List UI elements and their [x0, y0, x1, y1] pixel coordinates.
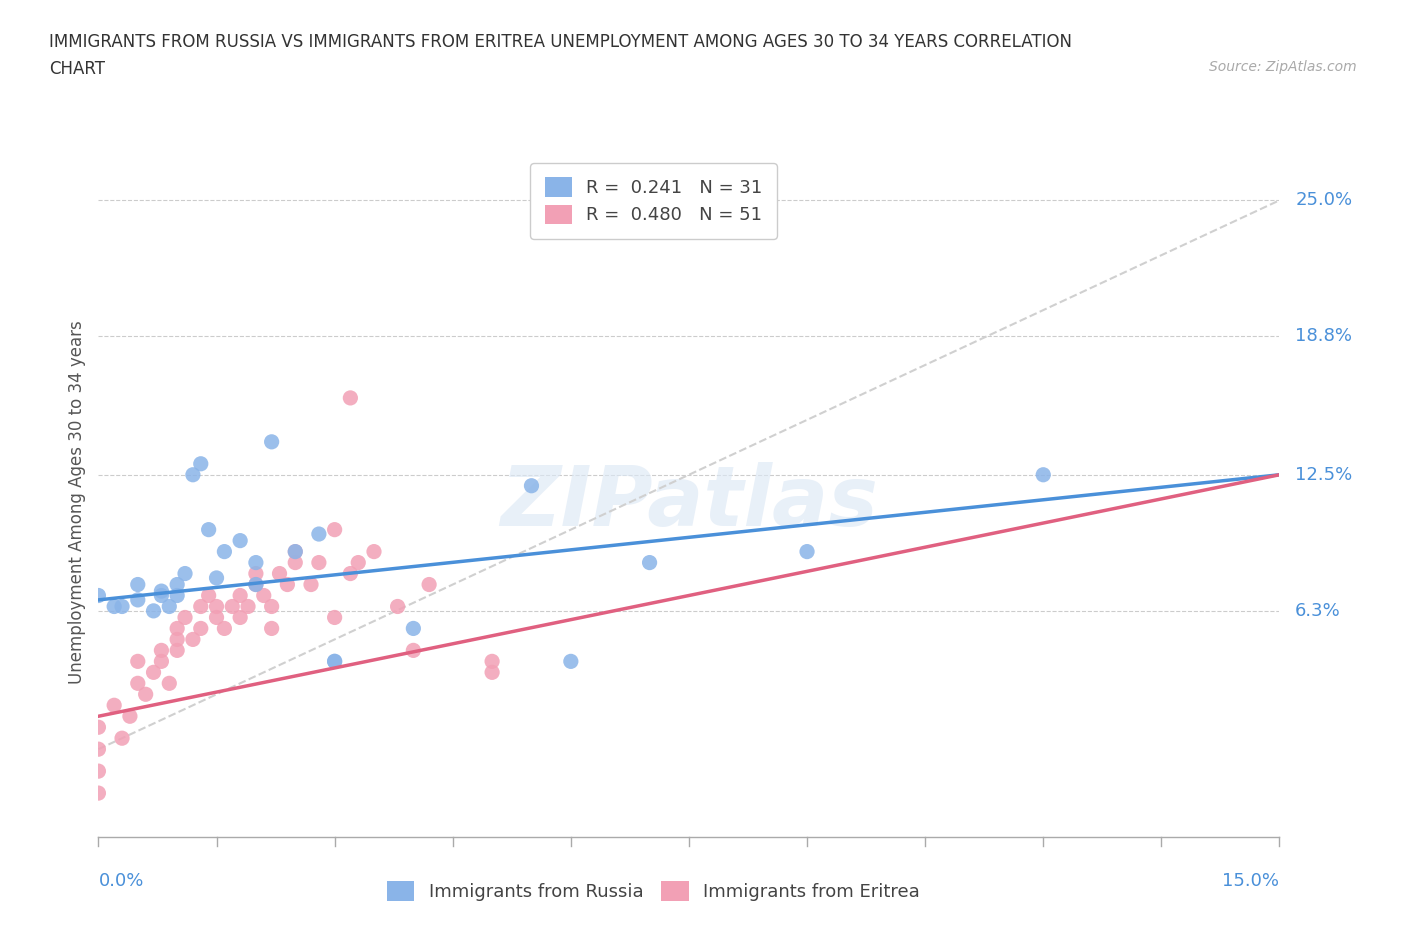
Point	[142, 604, 165, 618]
Point	[323, 523, 346, 538]
Point	[299, 578, 322, 592]
Point	[87, 764, 110, 778]
Point	[260, 434, 283, 449]
Point	[796, 544, 818, 559]
Point	[174, 566, 197, 581]
Text: 18.8%: 18.8%	[1295, 327, 1353, 345]
Point	[245, 566, 267, 581]
Point	[205, 599, 228, 614]
Point	[166, 643, 188, 658]
Point	[308, 526, 330, 541]
Text: CHART: CHART	[49, 60, 105, 78]
Point	[214, 544, 236, 559]
Point	[157, 676, 180, 691]
Text: 0.0%: 0.0%	[98, 872, 143, 890]
Point	[560, 654, 582, 669]
Point	[127, 592, 149, 607]
Point	[87, 786, 110, 801]
Point	[205, 570, 228, 585]
Point	[245, 578, 267, 592]
Point	[284, 544, 307, 559]
Point	[229, 588, 252, 603]
Text: 15.0%: 15.0%	[1222, 872, 1279, 890]
Point	[157, 599, 180, 614]
Point	[103, 698, 125, 712]
Point	[166, 621, 188, 636]
Legend: Immigrants from Russia, Immigrants from Eritrea: Immigrants from Russia, Immigrants from …	[380, 874, 927, 909]
Point	[150, 588, 173, 603]
Point	[181, 467, 204, 482]
Point	[323, 654, 346, 669]
Point	[236, 599, 259, 614]
Point	[308, 555, 330, 570]
Point	[111, 731, 134, 746]
Point	[150, 584, 173, 599]
Point	[260, 599, 283, 614]
Point	[150, 654, 173, 669]
Point	[87, 720, 110, 735]
Point	[1032, 467, 1054, 482]
Point	[638, 555, 661, 570]
Point	[347, 555, 370, 570]
Point	[339, 566, 361, 581]
Point	[229, 610, 252, 625]
Point	[181, 632, 204, 647]
Text: Source: ZipAtlas.com: Source: ZipAtlas.com	[1209, 60, 1357, 74]
Point	[190, 457, 212, 472]
Point	[127, 654, 149, 669]
Point	[323, 654, 346, 669]
Point	[197, 588, 219, 603]
Point	[402, 621, 425, 636]
Point	[87, 742, 110, 757]
Point	[481, 665, 503, 680]
Point	[205, 610, 228, 625]
Point	[323, 610, 346, 625]
Point	[269, 566, 291, 581]
Point	[174, 610, 197, 625]
Point	[276, 578, 298, 592]
Point	[221, 599, 243, 614]
Text: Unemployment Among Ages 30 to 34 years: Unemployment Among Ages 30 to 34 years	[67, 320, 86, 684]
Point	[150, 643, 173, 658]
Point	[127, 676, 149, 691]
Point	[418, 578, 440, 592]
Point	[111, 599, 134, 614]
Point	[197, 523, 219, 538]
Point	[87, 588, 110, 603]
Point	[190, 599, 212, 614]
Point	[387, 599, 409, 614]
Point	[481, 654, 503, 669]
Point	[284, 544, 307, 559]
Point	[253, 588, 276, 603]
Text: ZIPatlas: ZIPatlas	[501, 461, 877, 543]
Point	[363, 544, 385, 559]
Point	[103, 599, 125, 614]
Point	[166, 632, 188, 647]
Point	[229, 533, 252, 548]
Text: 6.3%: 6.3%	[1295, 602, 1341, 620]
Point	[214, 621, 236, 636]
Point	[127, 578, 149, 592]
Point	[260, 621, 283, 636]
Point	[245, 555, 267, 570]
Point	[166, 588, 188, 603]
Point	[284, 555, 307, 570]
Text: 12.5%: 12.5%	[1295, 466, 1353, 484]
Point	[166, 578, 188, 592]
Point	[402, 643, 425, 658]
Point	[135, 687, 157, 702]
Point	[339, 391, 361, 405]
Point	[520, 478, 543, 493]
Point	[190, 621, 212, 636]
Point	[245, 578, 267, 592]
Point	[142, 665, 165, 680]
Text: IMMIGRANTS FROM RUSSIA VS IMMIGRANTS FROM ERITREA UNEMPLOYMENT AMONG AGES 30 TO : IMMIGRANTS FROM RUSSIA VS IMMIGRANTS FRO…	[49, 33, 1073, 50]
Point	[118, 709, 141, 724]
Text: 25.0%: 25.0%	[1295, 192, 1353, 209]
